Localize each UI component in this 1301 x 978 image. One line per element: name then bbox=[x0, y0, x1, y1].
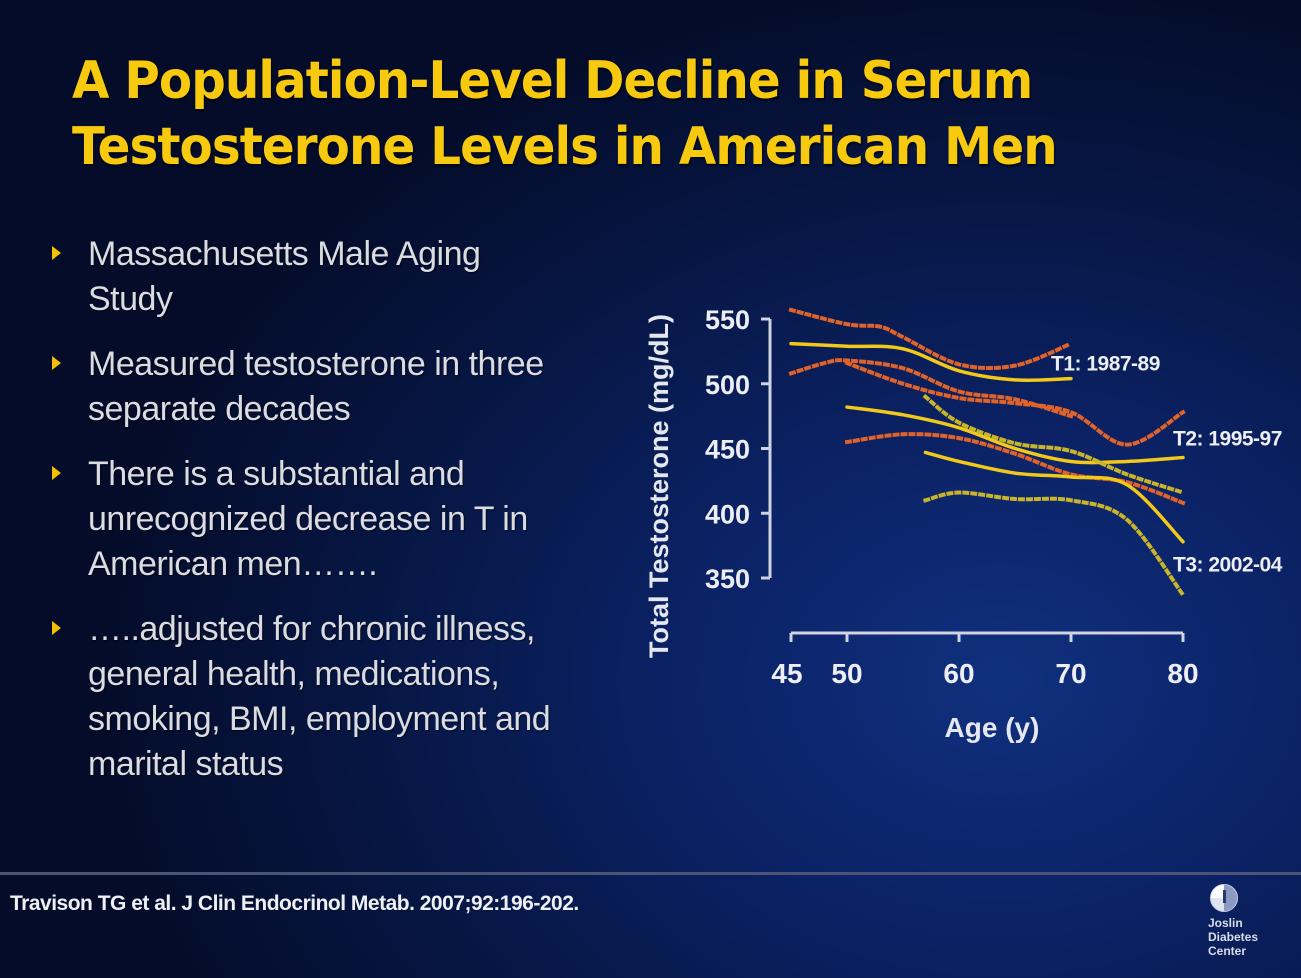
triangle-bullet-icon bbox=[52, 356, 61, 370]
series-label: T2: 1995-97 bbox=[1173, 428, 1282, 451]
series-2: T2: 1995-97 bbox=[844, 360, 1282, 506]
x-tick-label: 45 bbox=[771, 658, 802, 689]
x-tick-label: 70 bbox=[1055, 658, 1086, 689]
ci-lower-line bbox=[788, 358, 1074, 419]
footer-divider bbox=[0, 872, 1301, 875]
mean-line bbox=[845, 405, 1185, 465]
x-axis-label: Age (y) bbox=[945, 712, 1040, 743]
y-tick-label: 400 bbox=[705, 499, 750, 529]
bullet-text: Measured testosterone in three separate … bbox=[88, 345, 544, 428]
citation: Travison TG et al. J Clin Endocrinol Met… bbox=[10, 892, 579, 915]
y-tick-label: 500 bbox=[705, 370, 750, 400]
joslin-logo-icon bbox=[1210, 884, 1238, 912]
bullet-text: There is a substantial and unrecognized … bbox=[88, 455, 528, 583]
bullet-text: …..adjusted for chronic illness, general… bbox=[88, 610, 551, 783]
logo-line-1: Joslin bbox=[1208, 916, 1243, 930]
mean-line bbox=[789, 341, 1073, 382]
y-tick-label: 350 bbox=[705, 564, 750, 594]
series-3: T3: 2002-04 bbox=[922, 393, 1283, 598]
y-axis: 350 400 450 500 550 bbox=[705, 305, 772, 594]
logo-text: Joslin Diabetes Center bbox=[1208, 916, 1298, 958]
y-tick-label: 550 bbox=[705, 305, 750, 335]
title-line-2: Testosterone Levels in American Men bbox=[72, 117, 1058, 177]
ci-upper-line bbox=[844, 360, 1186, 447]
y-tick-label: 450 bbox=[705, 435, 750, 465]
bullet-text: Massachusetts Male Aging Study bbox=[88, 235, 481, 318]
mean-line bbox=[923, 450, 1185, 544]
triangle-bullet-icon bbox=[52, 246, 61, 260]
ci-upper-line bbox=[788, 307, 1074, 371]
bullet-item: Measured testosterone in three separate … bbox=[48, 342, 618, 432]
bullet-item: …..adjusted for chronic illness, general… bbox=[48, 607, 618, 787]
ci-lower-line bbox=[844, 432, 1186, 506]
bullet-list: Massachusetts Male Aging Study Measured … bbox=[48, 232, 618, 807]
series-1: T1: 1987-89 bbox=[788, 307, 1160, 419]
triangle-bullet-icon bbox=[52, 621, 61, 635]
slide-title: A Population-Level Decline in Serum Test… bbox=[72, 48, 1188, 180]
logo-line-2: Diabetes bbox=[1208, 930, 1259, 944]
ci-lower-line bbox=[922, 490, 1186, 598]
ci-upper-line bbox=[922, 393, 1186, 496]
joslin-logo: Joslin Diabetes Center bbox=[1208, 884, 1298, 958]
bullet-item: Massachusetts Male Aging Study bbox=[48, 232, 618, 322]
series-label: T3: 2002-04 bbox=[1173, 554, 1283, 577]
x-axis: 45 50 60 70 80 bbox=[771, 631, 1199, 689]
bullet-item: There is a substantial and unrecognized … bbox=[48, 452, 618, 587]
x-tick-label: 50 bbox=[831, 658, 862, 689]
x-tick-label: 60 bbox=[943, 658, 974, 689]
testosterone-age-chart: 350 400 450 500 550 45 50 60 70 80 T1: 1987-89 T2… bbox=[644, 305, 1283, 743]
series-layer: T1: 1987-89 T2: 1995-97 T3: 2002-04 bbox=[788, 307, 1283, 598]
title-line-1: A Population-Level Decline in Serum bbox=[72, 51, 1033, 111]
logo-line-3: Center bbox=[1208, 944, 1247, 958]
y-axis-label: Total Testosterone (mg/dL) bbox=[644, 314, 674, 658]
series-label: T1: 1987-89 bbox=[1051, 353, 1160, 376]
triangle-bullet-icon bbox=[52, 466, 61, 480]
x-tick-label: 80 bbox=[1167, 658, 1198, 689]
